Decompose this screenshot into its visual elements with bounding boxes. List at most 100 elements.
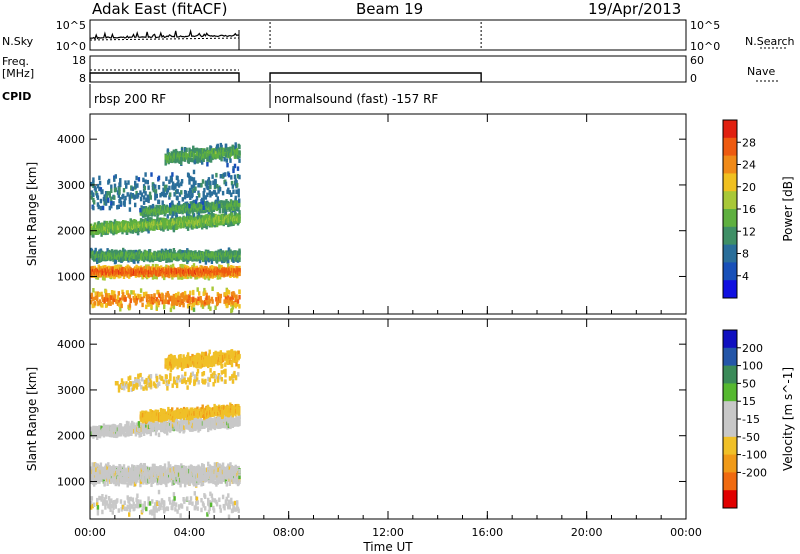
data-cell <box>215 154 218 159</box>
data-cell <box>231 305 234 310</box>
data-cell <box>195 272 199 278</box>
data-cell <box>142 291 146 297</box>
data-cell <box>216 196 219 201</box>
data-cell <box>222 147 225 153</box>
data-cell <box>96 296 99 302</box>
data-cell <box>100 232 103 237</box>
data-cell <box>192 179 196 185</box>
data-cell <box>103 200 106 206</box>
data-cell <box>218 298 222 304</box>
data-cell <box>142 206 145 211</box>
data-cell <box>169 192 172 197</box>
data-cell <box>238 174 241 180</box>
station-title: Adak East (fitACF) <box>92 0 228 18</box>
data-cell <box>204 260 208 265</box>
data-cell <box>171 181 175 186</box>
data-cell <box>99 205 103 211</box>
data-cell <box>172 225 176 231</box>
data-cell <box>207 216 210 221</box>
data-cell <box>230 291 234 297</box>
data-cell <box>130 185 133 190</box>
data-cell <box>210 259 214 264</box>
data-cell <box>189 157 193 163</box>
data-cell <box>114 174 117 179</box>
data-cell <box>155 305 158 311</box>
data-cell <box>135 264 138 270</box>
data-cell <box>204 300 207 305</box>
data-cell <box>139 222 142 227</box>
data-cell <box>236 174 240 179</box>
data-cell <box>154 189 158 194</box>
data-cell <box>195 147 199 153</box>
data-cell <box>203 287 206 293</box>
data-cell <box>136 192 140 198</box>
data-cell <box>157 289 160 295</box>
data-cell <box>102 196 106 202</box>
data-cell <box>148 191 152 197</box>
data-cell <box>178 217 182 223</box>
data-cell <box>172 304 176 310</box>
data-cell <box>119 300 123 306</box>
data-cell <box>215 172 218 178</box>
freq-tick-top: 18 <box>72 54 86 67</box>
date-label: 19/Apr/2013 <box>588 0 682 18</box>
data-cell <box>106 481 109 486</box>
data-cell <box>211 174 214 179</box>
data-cell <box>145 268 149 274</box>
velocity-cells <box>90 349 241 519</box>
y-axis-label: Slant Range [km] <box>25 162 39 266</box>
data-cell <box>190 176 193 182</box>
data-cell <box>139 196 143 202</box>
data-cell <box>161 299 164 305</box>
data-cell <box>164 159 167 165</box>
data-cell <box>128 294 132 299</box>
data-cell <box>224 172 227 177</box>
data-cell <box>232 168 235 174</box>
data-cell <box>129 298 132 304</box>
data-cell <box>195 196 199 201</box>
data-cell <box>187 154 190 160</box>
data-cell <box>147 214 150 220</box>
data-cell <box>236 302 239 307</box>
data-cell <box>230 299 234 305</box>
data-cell <box>172 293 176 299</box>
data-cell <box>192 169 196 175</box>
data-cell <box>220 265 223 270</box>
data-cell <box>145 291 148 297</box>
data-cell <box>156 215 159 220</box>
data-cell <box>156 211 160 217</box>
data-cell <box>194 207 197 213</box>
data-cell <box>95 467 98 472</box>
data-cell <box>168 195 171 200</box>
data-cell <box>186 193 189 198</box>
data-cell <box>169 203 172 208</box>
data-cell <box>164 218 167 223</box>
data-cell <box>218 208 221 214</box>
data-cell <box>197 208 200 213</box>
data-cell <box>206 203 210 208</box>
data-cell <box>116 295 120 300</box>
data-cell <box>192 177 196 182</box>
data-cell <box>98 175 101 181</box>
data-cell <box>116 205 119 210</box>
data-cell <box>157 175 161 181</box>
data-cell <box>202 205 205 210</box>
data-cell <box>195 199 198 204</box>
data-cell <box>123 202 126 207</box>
data-cell <box>110 196 113 201</box>
data-cell <box>101 303 104 308</box>
data-cell <box>107 265 111 271</box>
data-cell <box>189 297 193 302</box>
data-cell <box>148 217 152 222</box>
data-cell <box>188 147 191 153</box>
data-cell <box>153 293 156 299</box>
data-cell <box>165 292 168 298</box>
data-cell <box>192 302 196 307</box>
data-cell <box>192 213 196 218</box>
nave-label: Nave <box>747 65 776 78</box>
data-cell <box>107 178 111 184</box>
data-cell <box>180 275 184 280</box>
data-cell <box>106 297 109 303</box>
data-cell <box>221 147 224 153</box>
